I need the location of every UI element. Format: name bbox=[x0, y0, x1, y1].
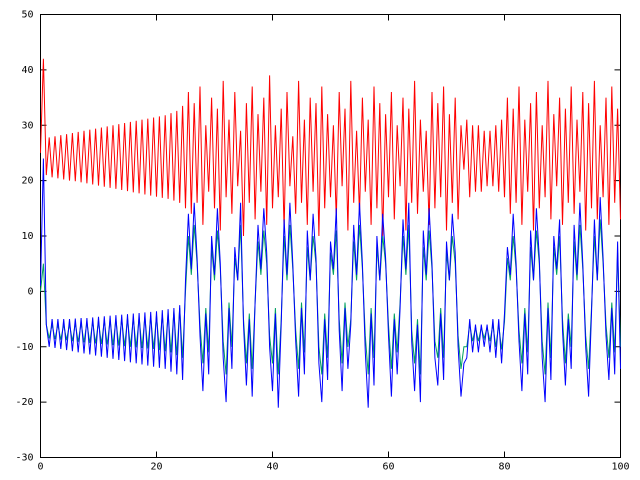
y-tick-label: 30 bbox=[21, 120, 33, 131]
y-tick-label: -10 bbox=[15, 342, 33, 353]
x-tick-label: 0 bbox=[37, 462, 43, 473]
y-tick-label: 20 bbox=[21, 176, 33, 187]
x-tick-label: 60 bbox=[382, 462, 394, 473]
x-tick-label: 100 bbox=[611, 462, 629, 473]
y-tick-label: 40 bbox=[21, 65, 33, 76]
y-tick-label: -20 bbox=[15, 397, 33, 408]
plot-border bbox=[40, 14, 621, 458]
series-line bbox=[40, 58, 621, 237]
x-tick-label: 40 bbox=[266, 462, 278, 473]
y-tick-label: 50 bbox=[21, 10, 33, 21]
y-tick-label: 0 bbox=[27, 286, 33, 297]
series-line bbox=[40, 158, 621, 408]
y-tick-label: -30 bbox=[15, 453, 33, 464]
x-tick-label: 20 bbox=[150, 462, 162, 473]
y-tick-label: 10 bbox=[21, 231, 33, 242]
x-tick-label: 80 bbox=[498, 462, 510, 473]
